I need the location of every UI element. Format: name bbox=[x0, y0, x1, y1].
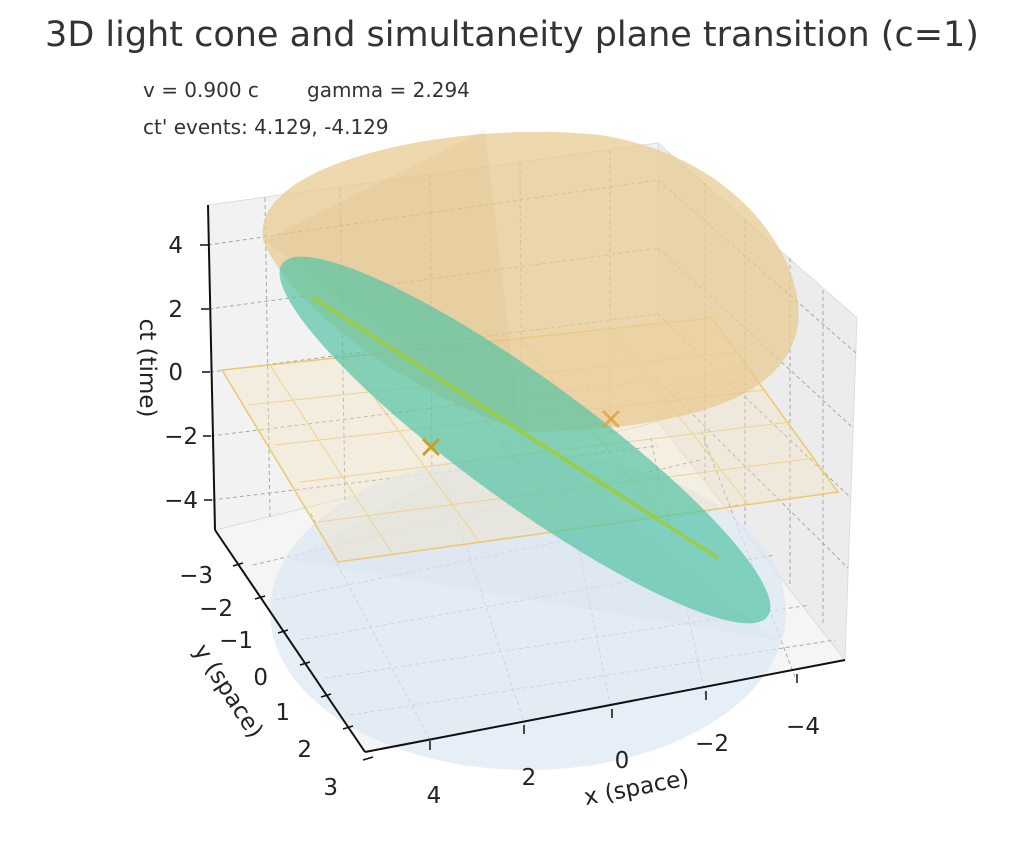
y-tick-label: −3 bbox=[179, 563, 213, 589]
chart-title: 3D light cone and simultaneity plane tra… bbox=[45, 15, 979, 55]
y-tick-label: 0 bbox=[253, 665, 268, 691]
x-tick-labels: 4 2 0 −2 −4 bbox=[427, 714, 820, 809]
z-tick-label: 2 bbox=[168, 297, 183, 323]
event-marker-1 bbox=[601, 409, 621, 429]
y-tick-label: −2 bbox=[199, 596, 233, 622]
y-tick-label: −1 bbox=[219, 628, 253, 654]
y-tick-labels: −3 −2 −1 0 1 2 3 bbox=[179, 563, 338, 801]
events-readout: ct' events: 4.129, -4.129 bbox=[143, 115, 389, 139]
x-tick-label: 4 bbox=[427, 783, 442, 809]
y-axis-label: y (space) bbox=[188, 640, 268, 743]
z-axis-label: ct (time) bbox=[134, 319, 160, 418]
x-tick-label: 0 bbox=[615, 748, 630, 774]
z-tick-label: −4 bbox=[164, 488, 198, 514]
z-tick-label: 4 bbox=[168, 233, 183, 259]
x-tick-label: −2 bbox=[695, 731, 729, 757]
z-tick-label: 0 bbox=[168, 360, 183, 386]
moving-frame-plane bbox=[279, 256, 771, 624]
tick-marks bbox=[200, 244, 798, 761]
velocity-readout: v = 0.900 c bbox=[143, 78, 259, 102]
moving-frame-x-axis bbox=[310, 295, 720, 560]
z-tick-labels: 4 2 0 −2 −4 bbox=[164, 233, 198, 514]
event-marker-2 bbox=[421, 437, 441, 457]
y-axis-line bbox=[214, 529, 366, 753]
z-axis-line bbox=[207, 204, 216, 531]
x-tick-label: 2 bbox=[522, 765, 537, 791]
y-tick-label: 1 bbox=[275, 700, 290, 726]
z-tick-label: −2 bbox=[164, 424, 198, 450]
axis-lines bbox=[207, 204, 846, 753]
y-tick-label: 2 bbox=[297, 737, 312, 763]
x-tick-label: −4 bbox=[786, 714, 820, 740]
x-axis-line bbox=[364, 659, 846, 753]
x-axis-label: x (space) bbox=[582, 765, 691, 811]
y-tick-label: 3 bbox=[323, 775, 338, 801]
gamma-readout: gamma = 2.294 bbox=[307, 78, 470, 102]
